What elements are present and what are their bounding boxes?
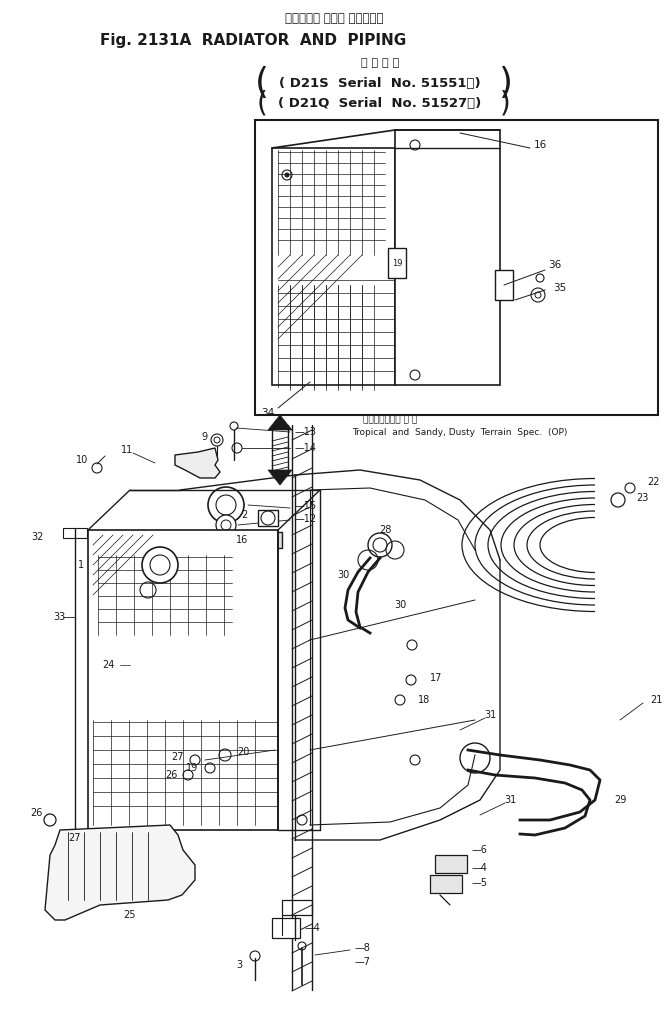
Text: 28: 28 (379, 525, 391, 535)
Circle shape (230, 422, 238, 430)
Text: —12: —12 (295, 514, 317, 524)
Text: 2: 2 (242, 510, 248, 520)
Text: 3: 3 (236, 960, 242, 970)
Bar (495, 270, 513, 300)
Bar (63, 528, 87, 538)
Text: ( D21Q  Serial  No. 51527～): ( D21Q Serial No. 51527～) (279, 96, 482, 109)
Text: 26: 26 (31, 808, 43, 819)
Text: 19: 19 (186, 763, 198, 773)
Text: 31: 31 (484, 710, 496, 720)
Bar (282, 900, 312, 915)
Polygon shape (268, 470, 292, 485)
Text: 30: 30 (394, 600, 406, 610)
Text: 27: 27 (172, 752, 184, 762)
Text: 22: 22 (647, 477, 659, 487)
Bar (260, 532, 282, 548)
Circle shape (142, 547, 178, 583)
Text: 17: 17 (430, 673, 442, 683)
Text: 32: 32 (31, 532, 44, 542)
Text: —4: —4 (305, 923, 321, 933)
Polygon shape (175, 448, 220, 478)
Text: 36: 36 (548, 260, 562, 270)
Text: —4: —4 (472, 863, 488, 873)
Text: 21: 21 (650, 695, 663, 705)
Text: —6: —6 (472, 845, 488, 855)
Text: 24: 24 (103, 660, 115, 670)
Text: 1: 1 (78, 560, 84, 570)
Bar (255, 120, 658, 415)
Text: 20: 20 (237, 747, 249, 757)
Circle shape (285, 173, 289, 177)
Text: —15: —15 (295, 501, 317, 511)
Bar (63, 832, 87, 842)
Text: —5: —5 (472, 878, 488, 888)
Text: 18: 18 (418, 695, 430, 705)
Bar (388, 248, 406, 278)
Text: 11: 11 (121, 445, 133, 455)
Text: —13: —13 (295, 427, 317, 437)
Circle shape (216, 515, 236, 535)
Text: 34: 34 (261, 408, 275, 418)
Text: (: ( (255, 66, 269, 100)
Circle shape (208, 487, 244, 523)
Text: 16: 16 (533, 140, 546, 150)
Text: 適 用 号 機: 適 用 号 機 (361, 58, 399, 68)
Text: Tropical  and  Sandy, Dusty  Terrain  Spec.  (OP): Tropical and Sandy, Dusty Terrain Spec. … (352, 427, 568, 437)
Circle shape (368, 533, 392, 557)
Polygon shape (272, 148, 395, 385)
Text: ラジエータ および パイピング: ラジエータ および パイピング (285, 11, 383, 24)
Polygon shape (45, 825, 195, 920)
Polygon shape (268, 415, 292, 430)
Text: 25: 25 (124, 910, 136, 920)
Text: 熱帯・砂地・場 仕 様: 熱帯・砂地・場 仕 様 (363, 415, 417, 424)
Text: ( D21S  Serial  No. 51551～): ( D21S Serial No. 51551～) (279, 77, 481, 89)
Text: 23: 23 (636, 493, 649, 503)
Bar (435, 855, 467, 873)
Text: —14: —14 (295, 443, 317, 453)
Text: —7: —7 (355, 957, 371, 967)
Text: —8: —8 (355, 943, 371, 953)
Text: 30: 30 (338, 570, 350, 580)
Text: 10: 10 (75, 455, 88, 465)
Text: Fig. 2131A  RADIATOR  AND  PIPING: Fig. 2131A RADIATOR AND PIPING (100, 32, 406, 48)
Polygon shape (395, 130, 500, 385)
Text: 31: 31 (504, 795, 516, 805)
Text: 19: 19 (391, 258, 402, 267)
Text: 35: 35 (553, 283, 566, 293)
Text: ): ) (498, 66, 512, 100)
Text: ): ) (500, 89, 510, 116)
Bar (258, 510, 278, 526)
Bar (430, 875, 462, 893)
Text: 29: 29 (614, 795, 626, 805)
Text: 9: 9 (201, 432, 207, 442)
Text: 27: 27 (68, 833, 81, 843)
Text: 33: 33 (53, 612, 66, 622)
Bar (272, 918, 300, 938)
Bar (88, 530, 278, 830)
Text: 16: 16 (236, 535, 248, 545)
Text: (: ( (257, 89, 267, 116)
Text: 26: 26 (166, 770, 178, 780)
